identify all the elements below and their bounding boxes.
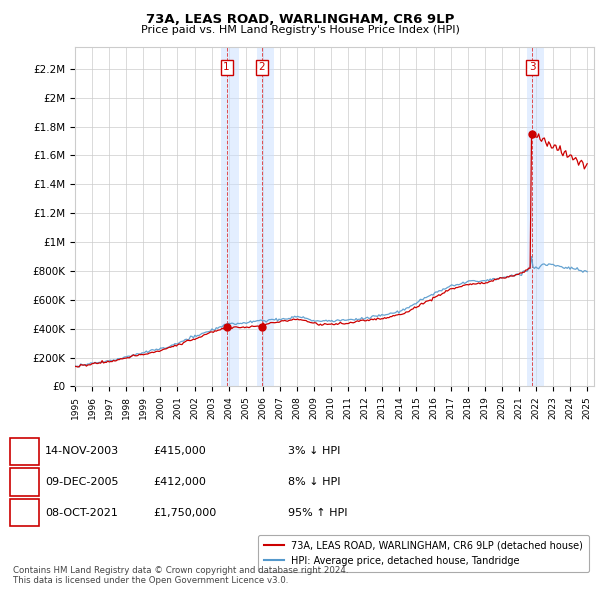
Text: 08-OCT-2021: 08-OCT-2021: [45, 508, 118, 517]
Text: £412,000: £412,000: [153, 477, 206, 487]
Text: 73A, LEAS ROAD, WARLINGHAM, CR6 9LP: 73A, LEAS ROAD, WARLINGHAM, CR6 9LP: [146, 13, 454, 26]
Bar: [257, 47, 274, 386]
Text: 3: 3: [529, 63, 535, 73]
Bar: [527, 47, 544, 386]
Text: Price paid vs. HM Land Registry's House Price Index (HPI): Price paid vs. HM Land Registry's House …: [140, 25, 460, 35]
Bar: [221, 47, 239, 386]
Text: 09-DEC-2005: 09-DEC-2005: [45, 477, 119, 487]
Text: 1: 1: [223, 63, 230, 73]
Text: 2: 2: [21, 477, 28, 487]
Text: 14-NOV-2003: 14-NOV-2003: [45, 447, 119, 456]
Text: 1: 1: [21, 447, 28, 456]
Text: Contains HM Land Registry data © Crown copyright and database right 2024.
This d: Contains HM Land Registry data © Crown c…: [13, 566, 349, 585]
Text: 8% ↓ HPI: 8% ↓ HPI: [288, 477, 341, 487]
Text: 95% ↑ HPI: 95% ↑ HPI: [288, 508, 347, 517]
Text: 3% ↓ HPI: 3% ↓ HPI: [288, 447, 340, 456]
Legend: 73A, LEAS ROAD, WARLINGHAM, CR6 9LP (detached house), HPI: Average price, detach: 73A, LEAS ROAD, WARLINGHAM, CR6 9LP (det…: [259, 535, 589, 572]
Text: 2: 2: [259, 63, 265, 73]
Text: £1,750,000: £1,750,000: [153, 508, 216, 517]
Text: £415,000: £415,000: [153, 447, 206, 456]
Text: 3: 3: [21, 508, 28, 517]
